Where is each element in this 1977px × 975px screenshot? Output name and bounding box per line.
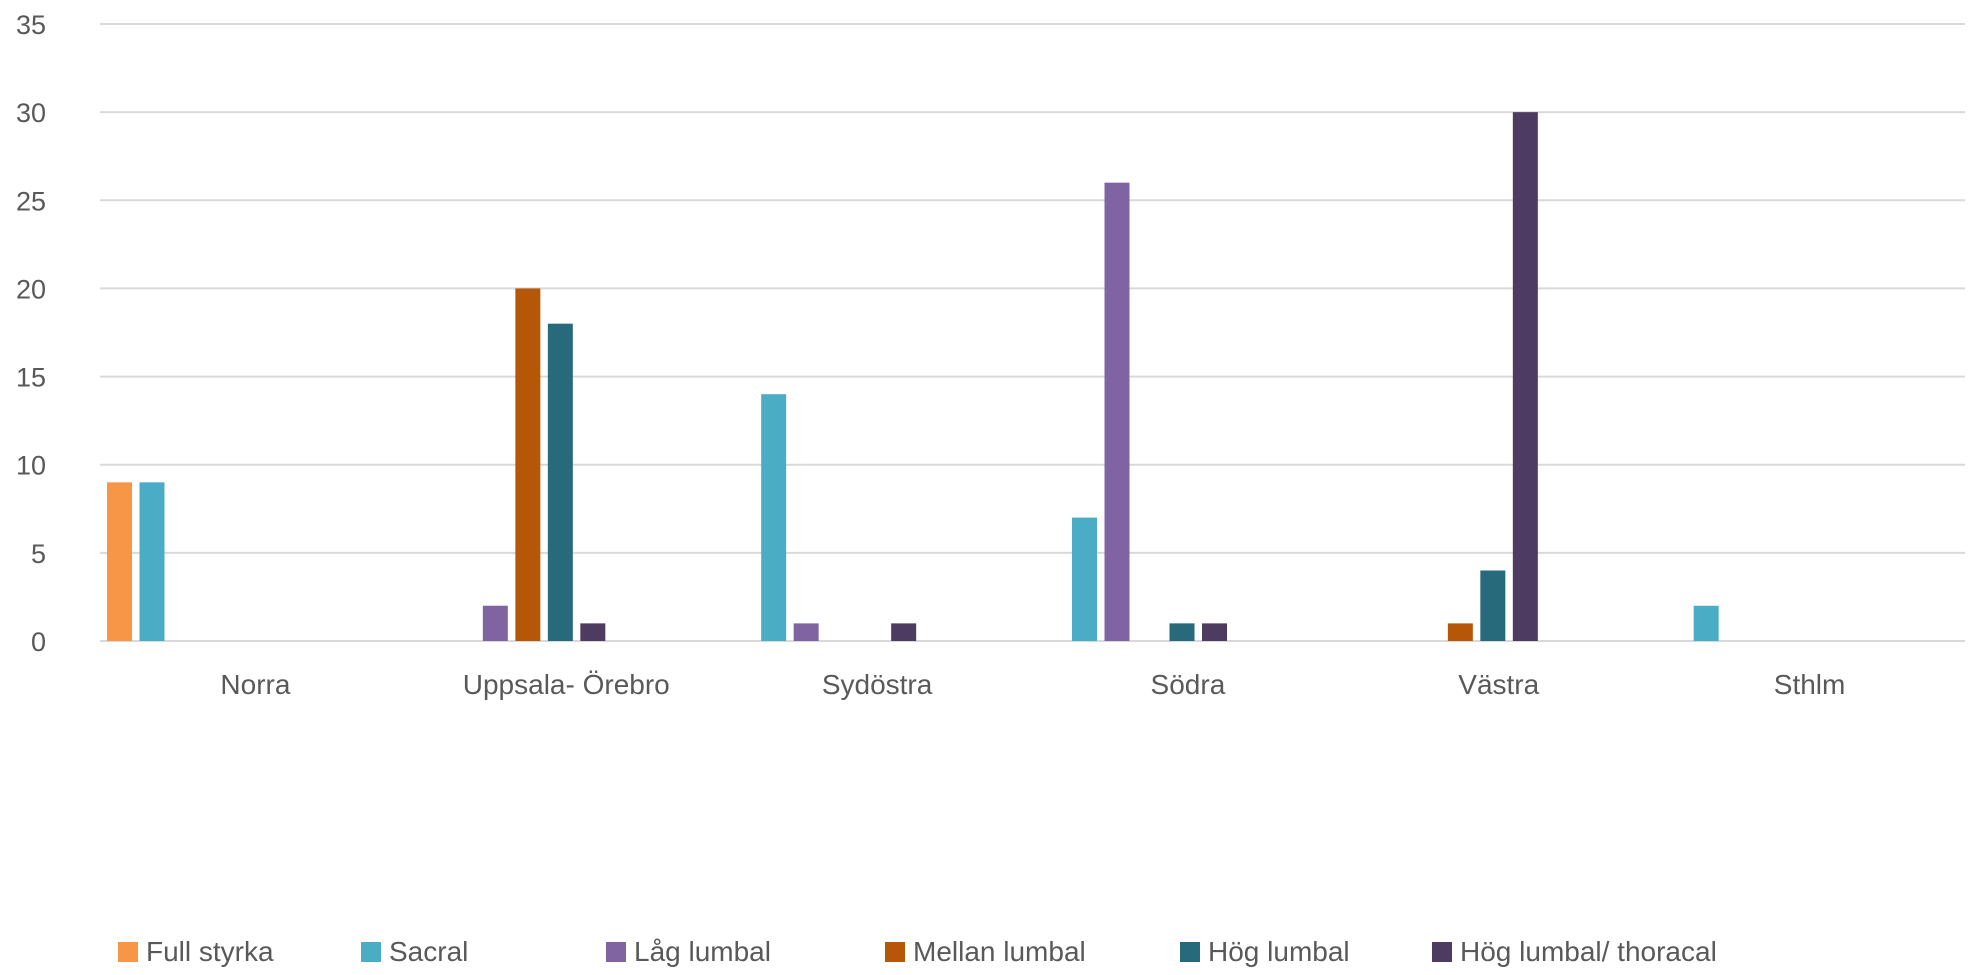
bars: [107, 112, 1719, 641]
bar: [547, 323, 573, 641]
bar: [1104, 182, 1130, 641]
legend-item: Sacral: [361, 936, 468, 967]
legend-swatch: [885, 942, 905, 962]
x-category-label: Sydöstra: [822, 669, 933, 700]
bar: [1512, 112, 1538, 641]
bar: [139, 482, 165, 641]
y-tick-label: 25: [16, 186, 46, 216]
legend-item: Hög lumbal/ thoracal: [1432, 936, 1717, 967]
bar: [1447, 623, 1473, 641]
bar: [515, 288, 541, 641]
y-tick-label: 15: [16, 363, 46, 393]
bar: [107, 482, 132, 641]
legend-label: Låg lumbal: [634, 936, 771, 967]
gridlines: [100, 23, 1965, 642]
bar: [1169, 623, 1195, 641]
x-category-label: Västra: [1458, 669, 1539, 700]
legend-swatch: [361, 942, 381, 962]
y-tick-label: 0: [31, 627, 46, 657]
x-category-label: Norra: [220, 669, 290, 700]
y-tick-label: 5: [31, 539, 46, 569]
y-tick-label: 30: [16, 98, 46, 128]
legend-swatch: [1432, 942, 1452, 962]
legend: Full styrka Sacral Låg lumbal Mellan lumbal…: [118, 936, 1717, 967]
bar: [891, 623, 917, 641]
bar: [1202, 623, 1227, 641]
x-axis-categories: Norra Uppsala- Örebro Sydöstra Södra Västra S…: [220, 669, 1845, 700]
bar: [482, 605, 508, 641]
legend-label: Full styrka: [146, 936, 274, 967]
x-category-label: Sthlm: [1774, 669, 1846, 700]
y-tick-label: 10: [16, 451, 46, 481]
legend-item: Full styrka: [118, 936, 274, 967]
bar: [1480, 570, 1506, 641]
y-tick-label: 35: [16, 10, 46, 40]
legend-label: Hög lumbal/ thoracal: [1460, 936, 1717, 967]
legend-label: Mellan lumbal: [913, 936, 1086, 967]
legend-item: Mellan lumbal: [885, 936, 1086, 967]
bar: [580, 623, 606, 641]
legend-label: Sacral: [389, 936, 468, 967]
y-axis-ticks: 0 5 10 15 20 25 30 35: [16, 10, 46, 657]
y-tick-label: 20: [16, 274, 46, 304]
legend-label: Hög lumbal: [1208, 936, 1350, 967]
bar: [761, 394, 787, 641]
bar: [1072, 517, 1097, 641]
legend-swatch: [118, 942, 138, 962]
legend-item: Hög lumbal: [1180, 936, 1350, 967]
bar: [1693, 605, 1719, 641]
legend-item: Låg lumbal: [606, 936, 771, 967]
x-category-label: Södra: [1151, 669, 1226, 700]
legend-swatch: [1180, 942, 1200, 962]
x-category-label: Uppsala- Örebro: [463, 669, 670, 700]
legend-swatch: [606, 942, 626, 962]
bar: [793, 623, 819, 641]
